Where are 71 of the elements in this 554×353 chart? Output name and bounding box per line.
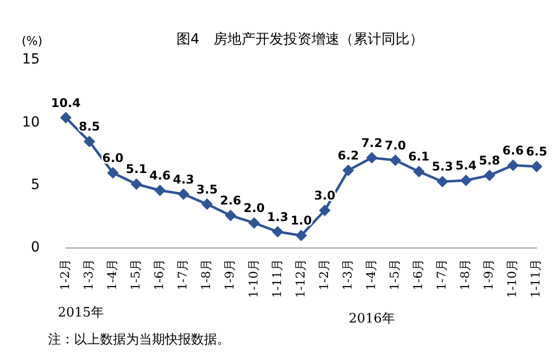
- x-tick-label: 1-11月: [270, 259, 284, 298]
- text: 5.4: [455, 158, 477, 172]
- x-tick-label: 1-3月: [340, 259, 354, 290]
- point: [460, 175, 472, 186]
- text: 5.8: [478, 153, 500, 168]
- point: [60, 112, 72, 123]
- point: [202, 198, 212, 210]
- x-tick-label: 1-2月: [316, 259, 331, 290]
- x-tick-label: 1-8月: [199, 259, 214, 290]
- point: [154, 185, 166, 196]
- text: 2016年: [348, 311, 395, 326]
- point: [414, 166, 424, 177]
- x-tick-label: 1-2月: [58, 259, 72, 290]
- y-tick-label: 0: [30, 240, 40, 256]
- point: [248, 218, 260, 228]
- x-tick-label: 1-10月: [246, 259, 260, 298]
- point: [178, 188, 189, 200]
- text: 6.6: [502, 143, 524, 158]
- text: 3.5: [196, 182, 218, 196]
- point: [296, 230, 306, 241]
- text: 7.0: [384, 138, 406, 152]
- x-tick-label: 1-5月: [387, 259, 402, 290]
- x-tick-label: 1-5月: [128, 259, 143, 290]
- x-tick-label: 1-4月: [364, 259, 378, 290]
- text: 5.1: [126, 162, 148, 176]
- text: 4.6: [149, 168, 171, 182]
- text: 7.2: [361, 136, 382, 150]
- y-tick-label: 5: [30, 177, 40, 193]
- text: 8.5: [78, 120, 100, 134]
- x-tick-label: 1-11月: [528, 259, 543, 298]
- text: 6.0: [102, 150, 124, 165]
- point: [84, 136, 95, 147]
- point: [437, 176, 448, 187]
- point: [508, 160, 518, 171]
- chart-title: 图4 房地产开发投资增速（累计同比）: [176, 32, 424, 48]
- text: 4.3: [172, 172, 194, 186]
- x-tick-label: 1-3月: [81, 259, 96, 290]
- x-tick-label: 1-4月: [105, 259, 120, 290]
- text: 10.4: [51, 96, 81, 110]
- text: 6.1: [408, 150, 430, 164]
- text: 6.2: [338, 148, 359, 162]
- point: [131, 178, 142, 190]
- text: 1.0: [290, 214, 312, 228]
- point: [343, 165, 354, 176]
- point: [390, 155, 401, 166]
- text: 1.3: [267, 210, 288, 224]
- x-tick-label: 1-7月: [434, 259, 449, 290]
- text: 2.6: [220, 194, 242, 208]
- text: 6.5: [526, 144, 548, 159]
- x-tick-label: 1-6月: [152, 259, 166, 290]
- text: 2.0: [243, 201, 265, 216]
- point: [272, 226, 283, 237]
- x-tick-label: 1-8月: [458, 259, 472, 290]
- point: [319, 205, 330, 216]
- x-tick-label: 1-12月: [293, 259, 308, 298]
- y-tick-label: 10: [22, 114, 40, 130]
- point: [366, 152, 378, 164]
- text: 5.3: [432, 160, 454, 174]
- point: [484, 170, 495, 181]
- x-tick-label: 1-9月: [482, 259, 496, 290]
- x-tick-label: 1-6月: [411, 259, 426, 290]
- point: [531, 161, 542, 172]
- y-axis-title: (%): [22, 34, 42, 48]
- x-tick-label: 1-7月: [176, 259, 190, 290]
- y-tick-label: 15: [22, 52, 40, 68]
- x-tick-label: 1-9月: [222, 259, 237, 290]
- point: [108, 168, 118, 178]
- point: [225, 210, 236, 221]
- text: 注：以上数据为当期快报数据。: [48, 332, 230, 348]
- text: 2015年: [58, 305, 104, 320]
- x-tick-label: 1-10月: [505, 259, 520, 298]
